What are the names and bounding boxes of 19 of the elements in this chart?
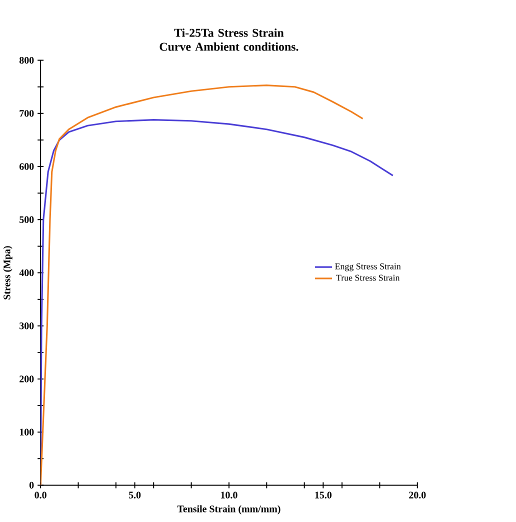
x-axis-title: Tensile Strain (mm/mm) bbox=[177, 505, 280, 514]
chart-title: Ti-25Ta Stress Strain Curve Ambient conditions. bbox=[160, 28, 298, 51]
y-tick-label: 300 bbox=[20, 322, 34, 330]
y-tick-label: 700 bbox=[20, 110, 34, 117]
y-tick-label: 100 bbox=[20, 428, 34, 436]
x-tick-label: 15.0 bbox=[315, 492, 332, 498]
y-tick-label: 600 bbox=[20, 163, 34, 170]
x-tick-label: 20.0 bbox=[409, 492, 426, 498]
x-tick-label: 10.0 bbox=[221, 492, 238, 498]
legend-label: Engg Stress Strain bbox=[335, 263, 401, 272]
y-tick-label: 800 bbox=[20, 56, 34, 64]
y-axis-title: Stress (Mpa) bbox=[3, 246, 12, 300]
y-tick-label: 400 bbox=[19, 269, 34, 276]
y-tick-label: 0 bbox=[30, 482, 34, 489]
x-tick-label: 0.0 bbox=[34, 492, 46, 498]
legend-label: True Stress Strain bbox=[336, 274, 400, 281]
x-tick-label: 5.0 bbox=[129, 492, 141, 498]
y-tick-label: 200 bbox=[20, 376, 34, 382]
y-tick-label: 500 bbox=[20, 216, 34, 224]
